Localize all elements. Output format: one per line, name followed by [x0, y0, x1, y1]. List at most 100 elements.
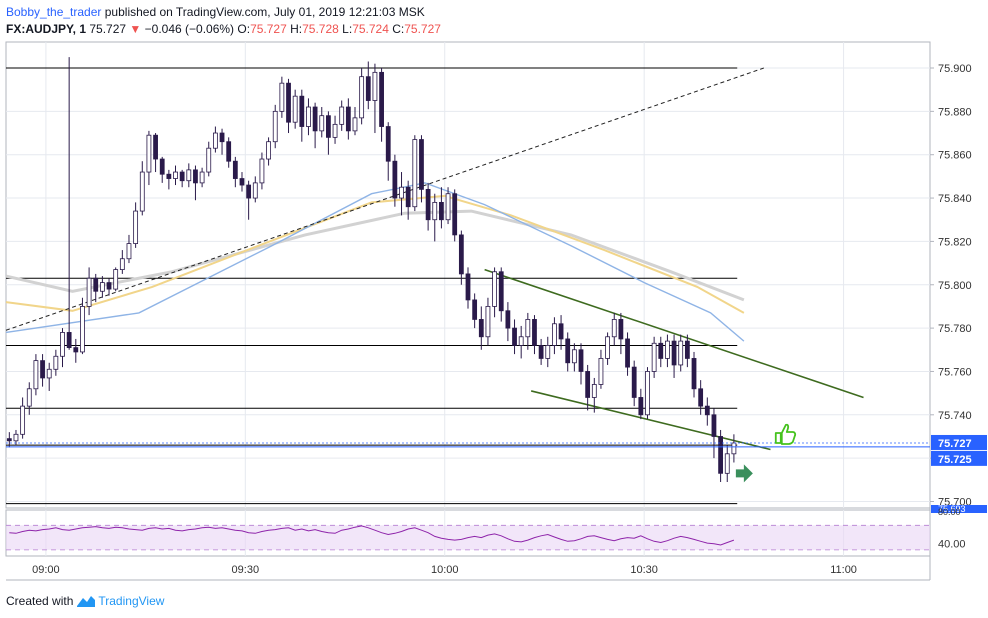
x-tick-label: 09:00: [32, 564, 60, 576]
high-value: 75.728: [302, 22, 339, 36]
candle-body: [186, 169, 192, 182]
candle-body: [306, 106, 311, 127]
candle-body: [193, 169, 198, 184]
price-badge-label: 75.727: [938, 438, 972, 450]
tradingview-brand[interactable]: TradingView: [77, 593, 164, 609]
y-tick-label: 75.840: [938, 193, 972, 205]
candle-body: [445, 193, 451, 221]
candle-body: [625, 338, 630, 368]
candle-body: [631, 366, 637, 398]
rsi-tick-label: 40.00: [938, 539, 966, 551]
candle-body: [518, 336, 524, 346]
candle-body: [684, 340, 690, 359]
candle-body: [385, 126, 391, 162]
candle-body: [213, 132, 218, 149]
candle-body: [86, 277, 92, 307]
y-tick-label: 75.880: [938, 106, 972, 118]
candle-body: [605, 336, 610, 359]
candle-body: [345, 106, 351, 132]
candle-body: [339, 106, 345, 125]
candle-body: [658, 342, 664, 359]
close-label: C:: [392, 22, 405, 36]
candle-body: [472, 299, 478, 320]
candle-body: [299, 95, 305, 127]
candle-body: [439, 201, 444, 221]
candle-body: [246, 184, 252, 199]
candle-body: [711, 414, 717, 437]
y-tick-label: 75.760: [938, 366, 972, 378]
candle-body: [412, 139, 418, 208]
candle-body: [585, 371, 591, 398]
candle-body: [465, 273, 471, 301]
candle-body: [598, 358, 604, 385]
y-tick-label: 75.780: [938, 323, 972, 335]
price-badge-label: 75.725: [938, 454, 972, 466]
candle-body: [139, 171, 145, 212]
candle-body: [731, 442, 737, 455]
candle-body: [399, 186, 404, 199]
down-arrow-icon: ▼: [129, 22, 142, 36]
candle-body: [219, 132, 225, 143]
candle-body: [704, 405, 710, 416]
candle-body: [485, 306, 491, 338]
price-badge: [931, 434, 987, 450]
candle-body: [718, 436, 723, 474]
candle-body: [66, 332, 72, 349]
price-change: −0.046 (−0.06%): [144, 22, 235, 36]
candle-body: [179, 171, 185, 182]
close-value: 75.727: [404, 22, 441, 36]
candle-body: [425, 188, 431, 221]
created-with-text: Created with: [6, 594, 74, 608]
candle-body: [651, 342, 657, 372]
candle-body: [60, 332, 65, 357]
candle-body: [512, 327, 517, 346]
candle-body: [106, 282, 112, 290]
candle-body: [372, 71, 378, 101]
symbol-name[interactable]: FX:AUDJPY, 1: [6, 22, 87, 36]
candle-body: [565, 338, 571, 364]
x-tick-label: 11:00: [830, 564, 857, 576]
candle-body: [578, 349, 584, 372]
candle-body: [678, 340, 684, 366]
candle-body: [638, 397, 644, 416]
high-label: H:: [290, 22, 303, 36]
dashed-trendline: [5, 67, 764, 331]
last-price: 75.727: [89, 22, 127, 36]
candle-body: [93, 277, 99, 292]
candle-body: [478, 319, 484, 338]
y-tick-label: 75.800: [938, 280, 972, 292]
candle-body: [113, 269, 119, 290]
candle-body: [99, 282, 105, 292]
hidden-price-badge: [931, 505, 987, 513]
candle-body: [33, 360, 39, 390]
candle-body: [365, 76, 371, 101]
footer: Created with TradingView: [6, 593, 164, 609]
low-label: L:: [342, 22, 353, 36]
candle-body: [292, 95, 298, 123]
hidden-price-label: 75.693: [938, 504, 966, 514]
candle-body: [40, 360, 45, 379]
candle-body: [359, 76, 365, 119]
candle-body: [552, 323, 557, 346]
candle-body: [379, 71, 384, 127]
candle-body: [126, 243, 132, 260]
low-value: 75.724: [352, 22, 389, 36]
candle-body: [259, 158, 265, 184]
right-arrow-icon: [735, 464, 753, 483]
open-label: O:: [237, 22, 251, 36]
candle-body: [206, 147, 212, 173]
candle-body: [545, 345, 551, 359]
candle-body: [46, 368, 52, 379]
candle-body: [492, 271, 497, 307]
candle-body: [645, 371, 650, 416]
candle-body: [611, 319, 617, 338]
author-link[interactable]: Bobby_the_trader: [6, 5, 102, 19]
candle-body: [724, 453, 730, 474]
x-tick-label: 10:30: [630, 564, 658, 576]
candle-body: [691, 358, 697, 390]
candle-body: [558, 323, 564, 340]
candle-body: [571, 349, 577, 364]
channel-line: [530, 390, 771, 451]
rsi-hidden-label: 80.00: [938, 507, 961, 517]
